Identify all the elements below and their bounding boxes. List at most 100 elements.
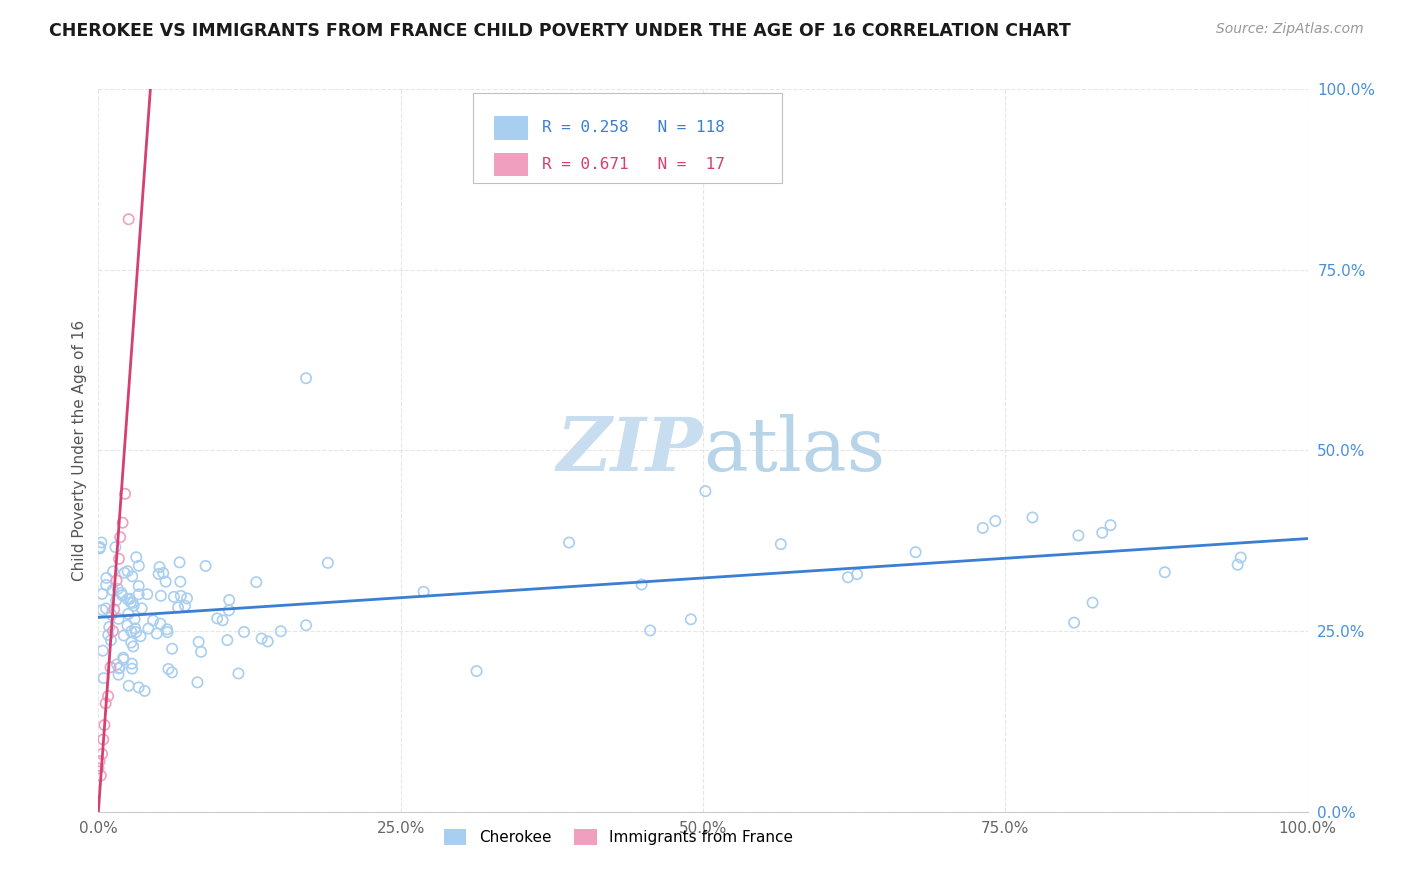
Point: [218, 603, 240, 617]
Point: [96, 578, 118, 592]
Point: [89, 541, 111, 556]
Point: [91, 643, 114, 657]
Point: [1067, 528, 1090, 542]
Point: [148, 560, 170, 574]
Point: [125, 625, 148, 640]
Point: [270, 624, 292, 639]
Point: [121, 662, 143, 676]
Point: [1021, 510, 1043, 524]
Point: [121, 596, 143, 610]
Point: [904, 545, 927, 559]
Legend: Cherokee, Immigrants from France: Cherokee, Immigrants from France: [437, 822, 800, 851]
Point: [118, 212, 141, 227]
Point: [118, 679, 141, 693]
Point: [218, 593, 240, 607]
Point: [169, 574, 191, 589]
Point: [170, 589, 193, 603]
Point: [316, 556, 339, 570]
Point: [1091, 525, 1114, 540]
Point: [118, 591, 141, 606]
Point: [205, 611, 228, 625]
Point: [846, 567, 869, 582]
Text: ZIP: ZIP: [557, 414, 703, 487]
Point: [120, 595, 142, 609]
Point: [120, 635, 142, 649]
Point: [163, 590, 186, 604]
Point: [630, 577, 652, 591]
Point: [695, 484, 717, 499]
Point: [156, 623, 179, 637]
Point: [120, 624, 142, 639]
Point: [108, 661, 131, 675]
Point: [103, 602, 125, 616]
Point: [107, 667, 129, 681]
Point: [134, 684, 156, 698]
Text: CHEROKEE VS IMMIGRANTS FROM FRANCE CHILD POVERTY UNDER THE AGE OF 16 CORRELATION: CHEROKEE VS IMMIGRANTS FROM FRANCE CHILD…: [49, 22, 1071, 40]
Y-axis label: Child Poverty Under the Age of 16: Child Poverty Under the Age of 16: [72, 320, 87, 581]
Point: [160, 641, 183, 656]
Point: [91, 603, 114, 617]
Point: [122, 599, 145, 613]
Point: [1099, 518, 1122, 533]
Point: [295, 371, 318, 385]
Text: R = 0.671   N =  17: R = 0.671 N = 17: [543, 157, 725, 172]
Point: [558, 535, 581, 549]
Point: [90, 769, 112, 783]
Point: [91, 747, 114, 761]
Point: [465, 664, 488, 678]
Point: [174, 599, 197, 613]
Point: [110, 585, 132, 599]
Point: [167, 600, 190, 615]
Point: [124, 612, 146, 626]
Point: [97, 689, 120, 703]
Point: [101, 583, 124, 598]
Point: [94, 601, 117, 615]
Text: R = 0.258   N = 118: R = 0.258 N = 118: [543, 120, 725, 136]
Point: [117, 592, 139, 607]
Point: [156, 625, 179, 640]
Point: [128, 579, 150, 593]
Point: [638, 624, 661, 638]
Point: [93, 718, 115, 732]
Point: [152, 566, 174, 580]
Point: [100, 633, 122, 648]
Point: [155, 574, 177, 589]
Point: [91, 732, 114, 747]
Point: [1226, 558, 1249, 572]
Point: [194, 558, 217, 573]
Point: [114, 487, 136, 501]
Point: [112, 650, 135, 665]
Point: [769, 537, 792, 551]
Point: [89, 754, 111, 768]
Point: [186, 675, 208, 690]
Text: Source: ZipAtlas.com: Source: ZipAtlas.com: [1216, 22, 1364, 37]
Point: [105, 657, 128, 672]
Point: [105, 593, 128, 607]
Point: [96, 571, 118, 585]
FancyBboxPatch shape: [494, 117, 527, 139]
Point: [1081, 596, 1104, 610]
Point: [128, 587, 150, 601]
Point: [837, 570, 859, 584]
Point: [233, 624, 256, 639]
Point: [128, 558, 150, 573]
Point: [412, 584, 434, 599]
Point: [211, 613, 233, 627]
Point: [176, 591, 198, 606]
Point: [112, 628, 135, 642]
Point: [149, 616, 172, 631]
Point: [87, 761, 110, 775]
Point: [117, 564, 139, 578]
Point: [101, 565, 124, 579]
Point: [108, 661, 131, 675]
Point: [105, 574, 128, 588]
Point: [1063, 615, 1085, 630]
Point: [160, 665, 183, 680]
Point: [121, 657, 143, 671]
Point: [217, 633, 239, 648]
Point: [117, 607, 139, 621]
Point: [108, 551, 131, 566]
Point: [125, 550, 148, 565]
Point: [100, 607, 122, 622]
Point: [98, 620, 121, 634]
